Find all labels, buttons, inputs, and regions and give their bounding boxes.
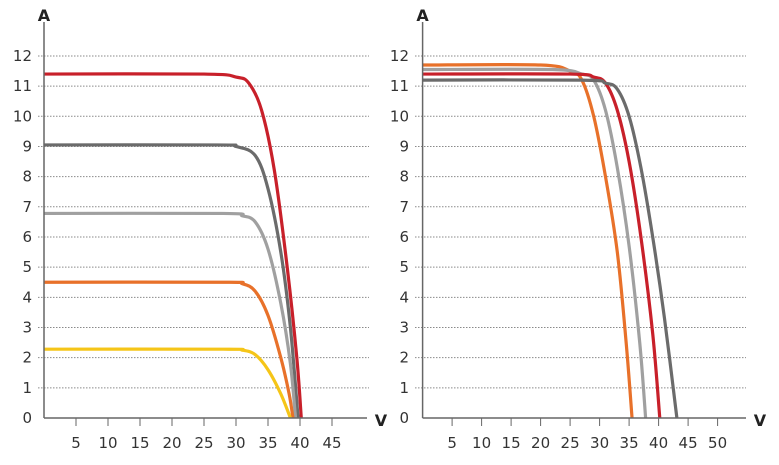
y-tick-label: 10 [13, 107, 32, 125]
y-tick-label: 0 [22, 409, 32, 427]
x-tick-label: 25 [194, 434, 213, 452]
y-tick-label: 9 [22, 137, 32, 155]
y-tick-label: 4 [399, 288, 409, 306]
x-tick-label: 10 [472, 434, 491, 452]
y-tick-label: 12 [390, 47, 409, 65]
x-tick-label: 40 [290, 434, 309, 452]
y-tick-label: 5 [399, 258, 409, 276]
y-tick-label: 11 [390, 77, 409, 95]
y-tick-label: 2 [399, 349, 409, 367]
y-tick-label: 11 [13, 77, 32, 95]
series-3-curve [422, 72, 662, 419]
series-1-curve [422, 62, 634, 419]
x-tick-label: 45 [322, 434, 341, 452]
y-tick-label: 8 [22, 168, 32, 186]
x-tick-label: 10 [98, 434, 117, 452]
x-tick-label: 5 [71, 434, 81, 452]
y-tick-label: 3 [22, 318, 32, 336]
y-tick-label: 1 [22, 379, 32, 397]
y-tick-label: 7 [22, 198, 32, 216]
x-tick-label: 45 [679, 434, 698, 452]
y-tick-label: 7 [399, 198, 409, 216]
x-tick-label: 20 [531, 434, 550, 452]
y-tick-label: 10 [390, 107, 409, 125]
y-tick-label: 12 [13, 47, 32, 65]
series-5-curve [43, 347, 292, 419]
y-tick-label: 8 [399, 168, 409, 186]
y-tick-label: 5 [22, 258, 32, 276]
x-tick-label: 15 [502, 434, 521, 452]
series-2-curve [422, 67, 648, 419]
y-tick-label: 1 [399, 379, 409, 397]
y-tick-label: 6 [22, 228, 32, 246]
y-axis-label: A [38, 6, 51, 25]
series-3-curve [43, 211, 298, 419]
series-4-curve [422, 78, 679, 419]
x-tick-label: 30 [590, 434, 609, 452]
x-axis-label: V [375, 411, 388, 430]
x-tick-label: 50 [708, 434, 727, 452]
series-4-curve [43, 280, 295, 419]
x-tick-label: 15 [130, 434, 149, 452]
y-tick-label: 0 [399, 409, 409, 427]
x-tick-label: 20 [162, 434, 181, 452]
x-tick-label: 35 [620, 434, 639, 452]
x-tick-label: 5 [447, 434, 457, 452]
series-2-curve [43, 143, 300, 419]
y-tick-label: 3 [399, 318, 409, 336]
series-1-curve [43, 72, 303, 419]
x-axis-label: V [754, 411, 767, 430]
y-tick-label: 9 [399, 137, 409, 155]
x-tick-label: 30 [226, 434, 245, 452]
x-tick-label: 40 [649, 434, 668, 452]
y-tick-label: 2 [22, 349, 32, 367]
x-tick-label: 35 [258, 434, 277, 452]
y-axis-label: A [416, 6, 429, 25]
x-tick-label: 25 [561, 434, 580, 452]
y-tick-label: 4 [22, 288, 32, 306]
y-tick-label: 6 [399, 228, 409, 246]
